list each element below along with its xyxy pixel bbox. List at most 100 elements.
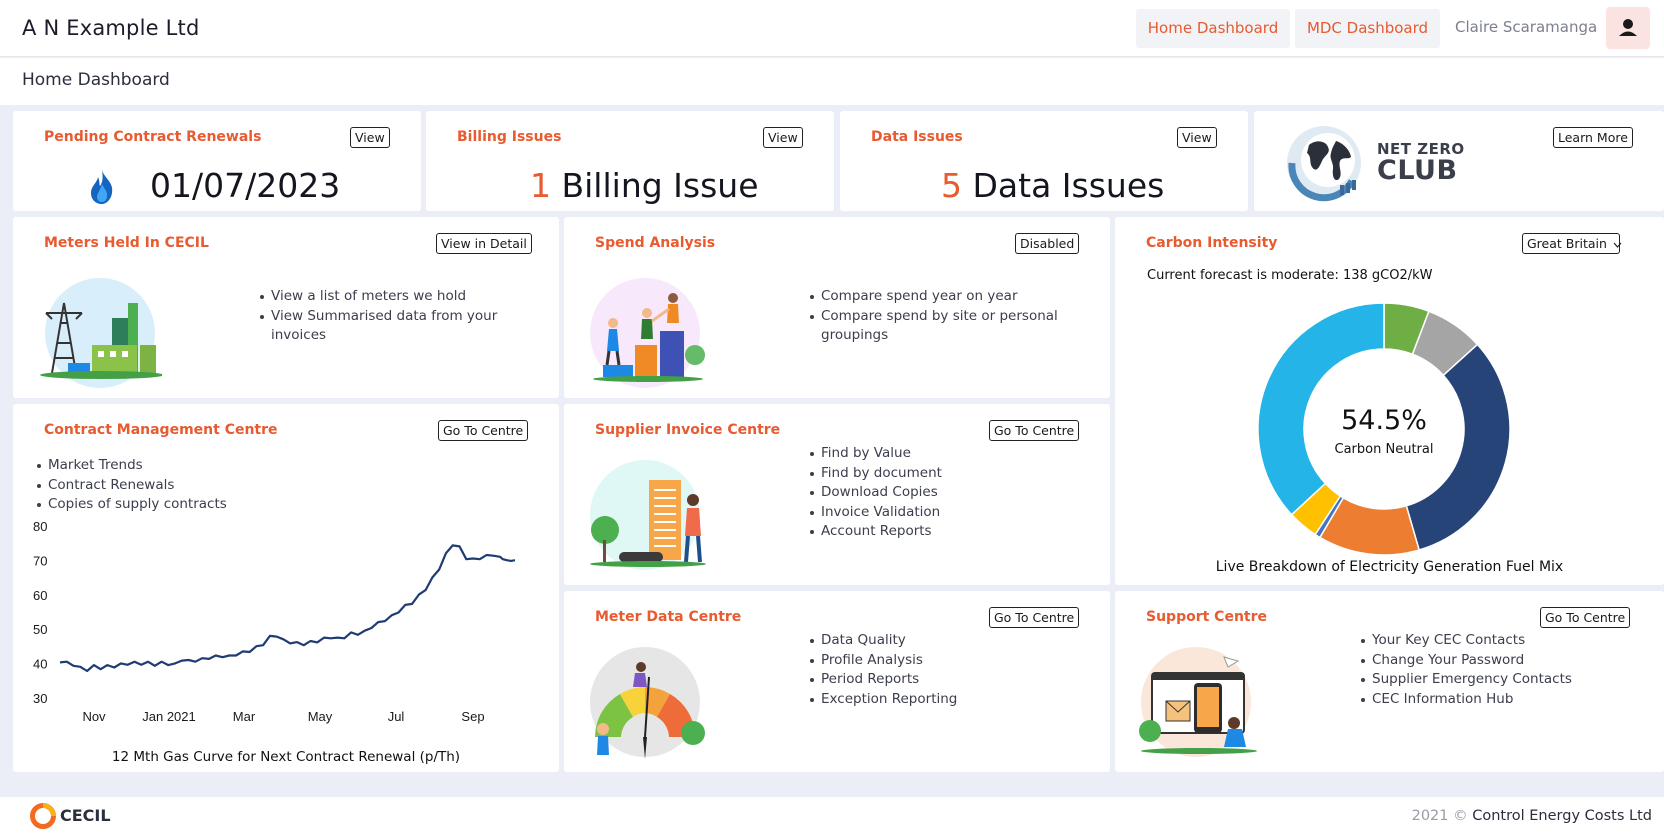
supplier-feature-list: Find by Value Find by document Download … bbox=[808, 444, 1068, 542]
teamwork-illustration bbox=[590, 278, 705, 388]
go-to-contract-centre-button[interactable]: Go To Centre bbox=[438, 420, 529, 441]
spend-disabled-button[interactable]: Disabled bbox=[1015, 233, 1080, 254]
y-tick-label: 40 bbox=[33, 657, 47, 672]
donut-center-value: 54.5% bbox=[1341, 405, 1427, 436]
donut-slice[interactable] bbox=[1405, 343, 1511, 551]
card-title: Spend Analysis bbox=[595, 235, 716, 251]
card-title: Meters Held In CECIL bbox=[44, 235, 209, 251]
data-issue-count: 5 Data Issues bbox=[941, 166, 1164, 205]
list-item: Compare spend year on year bbox=[808, 287, 1068, 307]
list-item: Compare spend by site or personal groupi… bbox=[808, 307, 1068, 346]
net-zero-club-logo: NET ZERO CLUB bbox=[1282, 123, 1472, 203]
data-count-number: 5 bbox=[941, 166, 962, 205]
list-item: Find by Value bbox=[808, 444, 1068, 464]
meter-data-feature-list: Data Quality Profile Analysis Period Rep… bbox=[808, 631, 1068, 709]
gauge-illustration bbox=[590, 647, 705, 759]
card-title: Contract Management Centre bbox=[44, 422, 278, 438]
card-meters-held: Meters Held In CECIL View in Detail View… bbox=[13, 217, 559, 398]
x-tick-label: Sep bbox=[461, 709, 484, 724]
card-support-centre: Support Centre Go To Centre Your Key CEC… bbox=[1115, 591, 1664, 772]
list-item: CEC Information Hub bbox=[1359, 690, 1639, 710]
meters-feature-list: View a list of meters we hold View Summa… bbox=[258, 287, 528, 346]
gas-flame-icon bbox=[91, 170, 113, 204]
x-tick-label: Nov bbox=[82, 709, 106, 724]
go-to-support-centre-button[interactable]: Go To Centre bbox=[1540, 607, 1631, 628]
data-count-label: Data Issues bbox=[972, 166, 1165, 205]
user-name[interactable]: Claire Scaramanga bbox=[1455, 18, 1598, 36]
donut-center-label: Carbon Neutral bbox=[1334, 442, 1434, 457]
card-carbon-intensity: Carbon Intensity Great Britain Current f… bbox=[1115, 217, 1664, 585]
x-tick-label: May bbox=[308, 709, 333, 724]
view-billing-button[interactable]: View bbox=[763, 127, 803, 148]
x-tick-label: Jul bbox=[388, 709, 405, 724]
region-select-value: Great Britain bbox=[1527, 236, 1607, 251]
card-title: Carbon Intensity bbox=[1146, 235, 1278, 251]
renewal-date: 01/07/2023 bbox=[150, 166, 341, 205]
spend-feature-list: Compare spend year on year Compare spend… bbox=[808, 287, 1068, 346]
user-menu-button[interactable] bbox=[1606, 7, 1650, 49]
card-title: Billing Issues bbox=[457, 129, 562, 145]
card-meter-data: Meter Data Centre Go To Centre Data Qual… bbox=[564, 591, 1110, 772]
list-item: Download Copies bbox=[808, 483, 1068, 503]
contract-feature-list: Market Trends Contract Renewals Copies o… bbox=[35, 456, 335, 515]
view-in-detail-button[interactable]: View in Detail bbox=[436, 233, 532, 254]
page-title: Home Dashboard bbox=[22, 70, 170, 90]
support-feature-list: Your Key CEC Contacts Change Your Passwo… bbox=[1359, 631, 1639, 709]
nav-home-dashboard[interactable]: Home Dashboard bbox=[1136, 9, 1290, 48]
y-tick-label: 80 bbox=[33, 519, 47, 534]
footer-copyright: 2021 © Control Energy Costs Ltd bbox=[1412, 808, 1652, 824]
company-name: A N Example Ltd bbox=[22, 16, 200, 40]
list-item: Your Key CEC Contacts bbox=[1359, 631, 1639, 651]
list-item: Data Quality bbox=[808, 631, 1068, 651]
cecil-logo-icon bbox=[30, 803, 56, 829]
card-data-issues: Data Issues View 5 Data Issues bbox=[840, 111, 1248, 211]
region-select[interactable]: Great Britain bbox=[1522, 233, 1622, 254]
support-illustration bbox=[1139, 647, 1257, 757]
list-item: Find by document bbox=[808, 464, 1068, 484]
footer: CECIL 2021 © Control Energy Costs Ltd bbox=[0, 797, 1664, 835]
fuel-mix-donut-chart bbox=[1257, 302, 1511, 556]
top-bar: A N Example Ltd Home Dashboard MDC Dashb… bbox=[0, 0, 1664, 57]
list-item: View a list of meters we hold bbox=[258, 287, 528, 307]
go-to-meter-data-centre-button[interactable]: Go To Centre bbox=[989, 607, 1080, 628]
fuel-mix-caption: Live Breakdown of Electricity Generation… bbox=[1215, 559, 1564, 575]
list-item: Copies of supply contracts bbox=[35, 495, 335, 515]
net-zero-text: NET ZERO bbox=[1377, 140, 1465, 158]
card-title: Support Centre bbox=[1146, 609, 1268, 625]
card-net-zero-club: NET ZERO CLUB Learn More bbox=[1254, 111, 1664, 211]
y-tick-label: 30 bbox=[33, 691, 47, 706]
globe-icon bbox=[1287, 126, 1361, 202]
billing-count-label: Billing Issue bbox=[561, 166, 759, 205]
footer-company: Control Energy Costs Ltd bbox=[1472, 808, 1652, 824]
invoice-illustration bbox=[590, 460, 706, 570]
card-title: Pending Contract Renewals bbox=[44, 129, 262, 145]
learn-more-button[interactable]: Learn More bbox=[1553, 127, 1633, 148]
list-item: Market Trends bbox=[35, 456, 335, 476]
card-title: Supplier Invoice Centre bbox=[595, 422, 781, 438]
card-billing-issues: Billing Issues View 1 Billing Issue bbox=[426, 111, 834, 211]
user-icon bbox=[1619, 19, 1637, 36]
x-tick-label: Jan 2021 bbox=[142, 709, 196, 724]
y-tick-label: 50 bbox=[33, 622, 47, 637]
gas-curve-line-chart: 30 40 50 60 70 80 Nov Jan 2021 Mar May Jul Sep bbox=[33, 519, 516, 724]
nav-mdc-dashboard[interactable]: MDC Dashboard bbox=[1295, 9, 1440, 48]
card-pending-renewals: Pending Contract Renewals View 01/07/202… bbox=[13, 111, 421, 211]
y-tick-label: 70 bbox=[33, 553, 47, 568]
card-contract-management: Contract Management Centre Go To Centre … bbox=[13, 404, 559, 772]
list-item: Change Your Password bbox=[1359, 651, 1639, 671]
power-station-illustration bbox=[40, 278, 162, 388]
chevron-down-icon bbox=[1613, 242, 1622, 248]
donut-slice[interactable] bbox=[1257, 302, 1385, 516]
list-item: View Summarised data from your invoices bbox=[258, 307, 528, 346]
footer-year: 2021 © bbox=[1411, 808, 1468, 824]
view-renewals-button[interactable]: View bbox=[350, 127, 390, 148]
list-item: Invoice Validation bbox=[808, 503, 1068, 523]
list-item: Exception Reporting bbox=[808, 690, 1068, 710]
list-item: Profile Analysis bbox=[808, 651, 1068, 671]
view-data-issues-button[interactable]: View bbox=[1177, 127, 1217, 148]
card-title: Meter Data Centre bbox=[595, 609, 742, 625]
carbon-forecast: Current forecast is moderate: 138 gCO2/k… bbox=[1147, 268, 1433, 283]
go-to-supplier-centre-button[interactable]: Go To Centre bbox=[989, 420, 1080, 441]
card-spend-analysis: Spend Analysis Disabled Compare spend ye… bbox=[564, 217, 1110, 398]
billing-issue-count: 1 Billing Issue bbox=[530, 166, 759, 205]
